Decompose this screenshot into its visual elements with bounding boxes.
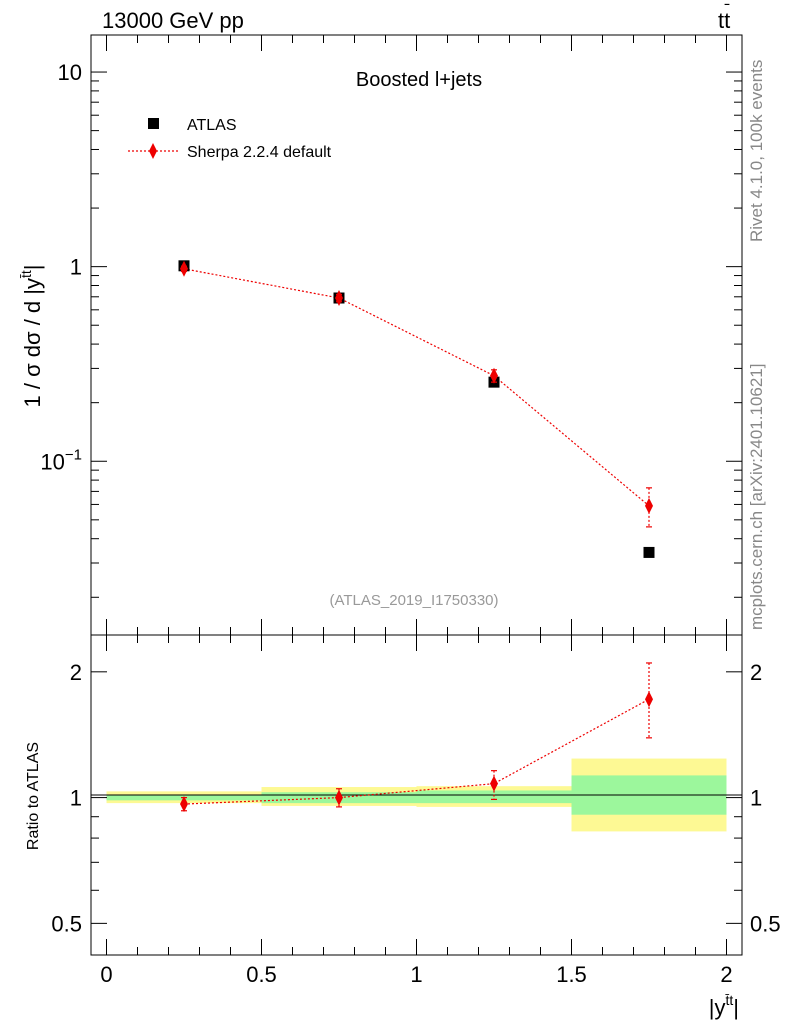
ratio-axis-ticks: [91, 635, 742, 955]
main-y-tick-label: 1: [70, 255, 82, 280]
x-axis-label-text: |y: [709, 995, 726, 1020]
main-y-tick-label: 10−1: [40, 446, 82, 474]
main-panel: Boosted l+jets (ATLAS_2019_I1750330) 1 /…: [18, 34, 743, 636]
main-y-tick-label-exp: −1: [65, 446, 82, 463]
legend-sherpa-label: Sherpa 2.2.4 default: [187, 144, 332, 161]
x-tick-label: 0.5: [246, 962, 277, 987]
y-axis-label-end: |: [20, 265, 45, 271]
ratio-y-tick-label-right: 0.5: [750, 911, 781, 936]
ratio-y-tick-label-right: 1: [750, 786, 762, 811]
x-axis-label-sup: t̄t: [725, 992, 733, 1008]
x-tick-labels: 0 0.5 1 1.5 2: [100, 962, 732, 987]
sherpa-point: [180, 260, 188, 277]
legend: ATLAS Sherpa 2.2.4 default: [128, 117, 332, 161]
legend-atlas-marker: [148, 118, 159, 129]
rivet-version-label: Rivet 4.1.0, 100k events: [747, 60, 766, 242]
ratio-y-tick-label: 0.5: [51, 911, 82, 936]
y-axis-label-sup: t̄t: [18, 270, 34, 278]
x-tick-label: 2: [720, 962, 732, 987]
sherpa-point: [490, 367, 498, 384]
main-y-tick-label-base: 10: [40, 449, 64, 474]
ratio-panel: 2 2 1 1 0.5 0.5 0 0.5 1 1.5 2 Ratio to ATLAS |yt̄…: [25, 634, 781, 1020]
sherpa-point: [335, 290, 343, 307]
ratio-sherpa-line: [183, 698, 650, 805]
ratio-y-tick-label: 2: [70, 660, 82, 685]
legend-sherpa-marker: [149, 143, 157, 159]
header-process-label: tt: [718, 8, 730, 33]
header-process-bar: ̄: [724, 4, 730, 6]
main-series: [178, 260, 655, 558]
y-axis-label-text: 1 / σ dσ / d |y: [20, 278, 45, 407]
ratio-y-tick-label-right: 2: [750, 660, 762, 685]
mcplots-source-label: mcplots.cern.ch [arXiv:2401.10621]: [747, 364, 766, 630]
ratio-y-tick-labels: 2 2 1 1 0.5 0.5: [51, 660, 780, 937]
ratio-y-tick-label: 1: [70, 786, 82, 811]
ratio-point: [645, 691, 653, 708]
legend-atlas-label: ATLAS: [187, 117, 237, 134]
x-tick-label: 1: [410, 962, 422, 987]
main-axis-ticks: [91, 35, 742, 635]
chart-title: Boosted l+jets: [356, 69, 482, 91]
analysis-watermark: (ATLAS_2019_I1750330): [329, 592, 498, 609]
x-tick-label: 1.5: [556, 962, 587, 987]
y-axis-label-main: 1 / σ dσ / d |yt̄t|: [18, 265, 45, 408]
x-tick-label: 0: [100, 962, 112, 987]
atlas-point: [643, 546, 655, 558]
ratio-point: [180, 796, 188, 813]
main-y-tick-label: 10: [58, 60, 82, 85]
header-energy-label: 13000 GeV pp: [102, 8, 244, 33]
ratio-point: [335, 789, 343, 806]
sherpa-line: [183, 268, 650, 507]
ratio-y-axis-label: Ratio to ATLAS: [25, 742, 42, 850]
ratio-point: [490, 775, 498, 792]
ratio-frame: [90, 634, 743, 956]
ratio-series: [180, 662, 653, 813]
sherpa-point: [645, 497, 653, 514]
x-axis-label: |yt̄t|: [709, 992, 739, 1020]
ratio-band-inner: [416, 790, 572, 804]
header-process-main: tt: [718, 8, 730, 33]
x-axis-label-end: |: [733, 995, 739, 1020]
